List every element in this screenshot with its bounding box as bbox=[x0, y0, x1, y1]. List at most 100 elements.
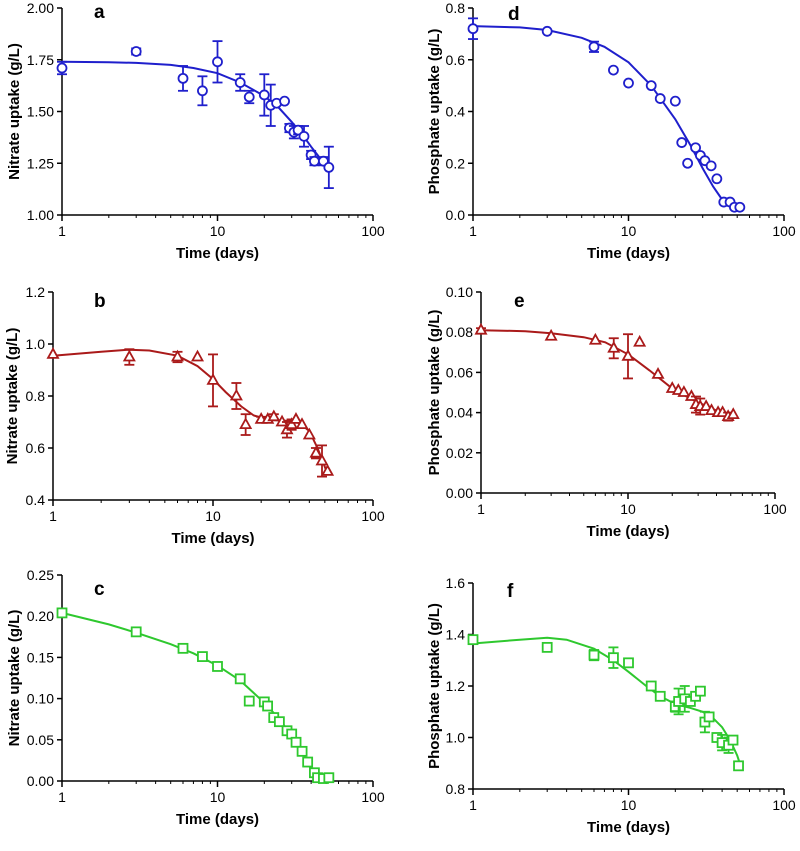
x-axis-label: Time (days) bbox=[586, 523, 669, 540]
data-point bbox=[695, 685, 706, 697]
data-point bbox=[733, 760, 744, 772]
data-point bbox=[699, 399, 713, 411]
data-point bbox=[234, 673, 246, 685]
data-point bbox=[258, 89, 270, 101]
data-point bbox=[309, 445, 323, 458]
data-point bbox=[243, 91, 255, 103]
data-point bbox=[190, 349, 205, 362]
y-tick-label: 0.8 bbox=[446, 0, 466, 16]
data-point bbox=[608, 64, 619, 76]
y-tick-label: 1.25 bbox=[27, 155, 54, 171]
panel-label: e bbox=[514, 291, 525, 312]
panel-c: 0.00 0.05 0.10 0.15 0.20 0.25 1 10 100 Time (days… bbox=[6, 567, 385, 828]
y-tick-label: 1.2 bbox=[446, 678, 466, 694]
panel-d: 0.0 0.2 0.4 0.6 0.8 1 10 100 Time (days) Phosphat… bbox=[426, 0, 796, 262]
data-point bbox=[633, 334, 647, 347]
x-tick-label: 10 bbox=[210, 223, 226, 239]
y-axis-label: Phosphate uptake (g/L) bbox=[426, 29, 443, 195]
data-point bbox=[262, 700, 274, 712]
y-tick-label: 0.08 bbox=[446, 324, 473, 340]
x-tick-label: 10 bbox=[620, 501, 636, 517]
data-point bbox=[56, 607, 68, 619]
data-point bbox=[677, 385, 691, 397]
data-point bbox=[704, 403, 719, 415]
y-tick-label: 0.00 bbox=[446, 485, 473, 501]
x-tick-label: 100 bbox=[763, 501, 787, 517]
data-point bbox=[608, 652, 619, 664]
x-tick-label: 10 bbox=[205, 508, 221, 524]
y-tick-label: 0.10 bbox=[27, 691, 54, 707]
data-point bbox=[56, 62, 68, 74]
fit-curve bbox=[472, 25, 738, 210]
x-tick-label: 1 bbox=[469, 797, 477, 813]
data-point bbox=[588, 41, 600, 53]
y-tick-label: 0.15 bbox=[27, 649, 54, 665]
data-point bbox=[669, 95, 681, 107]
x-tick-label: 100 bbox=[361, 508, 385, 524]
data-point bbox=[734, 201, 746, 213]
data-point bbox=[588, 649, 600, 661]
panel-label: f bbox=[507, 581, 514, 602]
data-point bbox=[621, 348, 635, 361]
y-axis-label: Nitrate uptake (g/L) bbox=[4, 328, 21, 465]
y-axis-label: Nitrate uptake (g/L) bbox=[6, 610, 23, 747]
panel-label: d bbox=[508, 4, 520, 25]
x-axis-label: Time (days) bbox=[587, 245, 670, 262]
y-axis-label: Phosphate uptake (g/L) bbox=[426, 603, 443, 769]
y-tick-label: 0.6 bbox=[26, 440, 46, 456]
data-point bbox=[623, 657, 634, 669]
x-tick-label: 100 bbox=[772, 797, 796, 813]
data-point bbox=[716, 405, 730, 418]
x-axis-label: Time (days) bbox=[176, 245, 259, 262]
data-point bbox=[321, 464, 335, 476]
y-tick-label: 0.06 bbox=[446, 364, 473, 380]
data-point bbox=[474, 322, 488, 335]
data-point bbox=[645, 80, 657, 92]
data-point bbox=[315, 453, 329, 466]
data-point bbox=[295, 417, 309, 430]
y-tick-label: 1.0 bbox=[26, 336, 46, 352]
y-tick-label: 0.4 bbox=[446, 104, 466, 120]
data-point bbox=[541, 25, 553, 37]
x-tick-label: 1 bbox=[469, 223, 477, 239]
panel-b: 0.4 0.6 0.8 1.0 1.2 1 10 100 Time (days) Nitrate … bbox=[4, 284, 385, 547]
fit-curve bbox=[52, 348, 329, 475]
data-point bbox=[676, 137, 688, 148]
y-tick-label: 0.00 bbox=[27, 773, 54, 789]
x-tick-label: 10 bbox=[210, 789, 226, 805]
x-axis-label: Time (days) bbox=[587, 819, 670, 836]
panel-label: c bbox=[94, 579, 105, 600]
y-tick-label: 1.75 bbox=[27, 52, 54, 68]
data-point bbox=[296, 745, 308, 757]
data-point bbox=[684, 389, 698, 401]
y-tick-label: 0.04 bbox=[446, 405, 473, 421]
data-point bbox=[46, 347, 60, 359]
x-tick-label: 1 bbox=[49, 508, 57, 524]
data-point bbox=[302, 756, 314, 768]
x-tick-label: 100 bbox=[361, 223, 385, 239]
data-point bbox=[651, 367, 665, 379]
data-point bbox=[212, 661, 223, 672]
panel-a: 1.00 1.25 1.50 1.75 2.00 1 10 100 Time (days) Nit… bbox=[6, 0, 385, 262]
x-tick-label: 100 bbox=[772, 223, 796, 239]
data-point bbox=[727, 734, 739, 746]
y-tick-label: 0.25 bbox=[27, 567, 54, 583]
y-axis-label: Nitrate uptake (g/L) bbox=[6, 43, 23, 180]
panel-label: a bbox=[94, 2, 105, 23]
data-point bbox=[654, 93, 666, 104]
y-tick-label: 0.8 bbox=[26, 388, 46, 404]
data-point bbox=[170, 349, 185, 362]
y-tick-label: 0.10 bbox=[446, 284, 473, 300]
y-tick-label: 0.02 bbox=[446, 445, 473, 461]
x-tick-label: 1 bbox=[58, 223, 66, 239]
y-tick-label: 0.0 bbox=[446, 207, 466, 223]
y-axis-label: Phosphate uptake (g/L) bbox=[426, 310, 443, 476]
y-tick-label: 1.50 bbox=[27, 104, 54, 120]
data-point bbox=[229, 388, 243, 401]
data-point bbox=[212, 56, 223, 68]
x-tick-label: 10 bbox=[621, 223, 637, 239]
data-point bbox=[302, 427, 316, 440]
y-tick-label: 1.0 bbox=[446, 730, 466, 746]
data-point bbox=[323, 161, 335, 173]
data-point bbox=[682, 157, 694, 169]
